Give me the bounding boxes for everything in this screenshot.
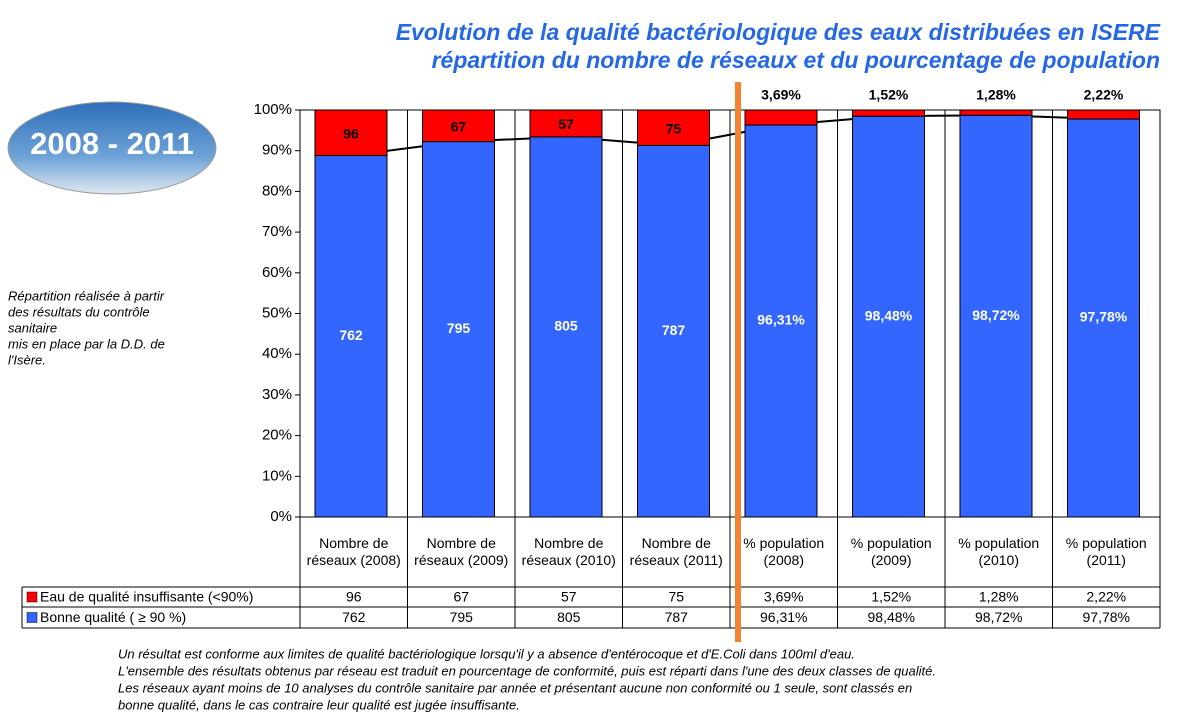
- category-cell: Nombre de réseaux (2011): [629, 535, 723, 568]
- table-value: 1,28%: [979, 589, 1019, 605]
- y-tick-label: 90%: [262, 142, 292, 159]
- x-tick-label: Nombre de réseaux (2010): [521, 535, 616, 568]
- table-value: 98,48%: [868, 609, 915, 625]
- bar-segment: [1067, 109, 1140, 120]
- legend-label: Bonne qualité ( ≥ 90 %): [40, 609, 186, 625]
- x-tick-label: % population (2009): [850, 535, 932, 568]
- bar-segment: [959, 109, 1033, 116]
- y-tick-label: 30%: [262, 386, 292, 403]
- value-label: 67: [451, 119, 467, 135]
- value-label: 75: [666, 120, 682, 136]
- value-label: 795: [447, 320, 471, 336]
- value-label: 98,72%: [972, 307, 1020, 323]
- side-note: mis en place par la D.D. de: [8, 336, 165, 351]
- x-tick-label: % population (2010): [958, 535, 1040, 568]
- value-label: 97,78%: [1080, 309, 1128, 325]
- y-tick-label: 60%: [262, 264, 292, 281]
- bar-segment: [744, 109, 818, 126]
- footnote: L'ensemble des résultats obtenus par rés…: [118, 663, 936, 678]
- chart-subtitle: répartition du nombre de réseaux et du p…: [432, 47, 1160, 73]
- category-cell: % population (2010): [958, 535, 1040, 568]
- legend-label: Eau de qualité insuffisante (<90%): [40, 589, 253, 605]
- legend-swatch: [26, 591, 38, 603]
- value-label: 96: [343, 125, 359, 141]
- value-label: 1,28%: [976, 87, 1016, 103]
- bar-segment: [637, 144, 710, 518]
- value-label: 762: [339, 327, 363, 343]
- bar-segment: [852, 109, 925, 117]
- table-value: 96: [346, 589, 362, 605]
- table-value: 3,69%: [764, 589, 804, 605]
- table-value: 762: [342, 609, 366, 625]
- category-cell: % population (2011): [1065, 535, 1147, 568]
- x-tick-label: Nombre de réseaux (2011): [629, 535, 723, 568]
- bar-segment: [314, 155, 388, 518]
- bar-segment: [959, 114, 1033, 518]
- footnote: bonne qualité, dans le cas contraire leu…: [118, 697, 520, 712]
- y-tick-label: 70%: [262, 223, 292, 240]
- side-note: l'Isère.: [8, 352, 46, 367]
- table-value: 67: [453, 589, 469, 605]
- chart-title: Evolution de la qualité bactériologique …: [396, 19, 1161, 45]
- y-tick-label: 50%: [262, 304, 292, 321]
- footnote: Un résultat est conforme aux limites de …: [118, 646, 855, 661]
- y-tick-label: 0%: [270, 508, 292, 525]
- value-label: 96,31%: [757, 312, 805, 328]
- bar-segment: [744, 124, 818, 518]
- badge-text: 2008 - 2011: [30, 126, 194, 161]
- table-value: 96,31%: [760, 609, 807, 625]
- table-value: 97,78%: [1083, 609, 1130, 625]
- bar-segment: [529, 109, 603, 138]
- footnote: Les réseaux ayant moins de 10 analyses d…: [118, 680, 912, 695]
- y-tick-label: 10%: [262, 467, 292, 484]
- side-note: sanitaire: [8, 320, 57, 335]
- value-label: 2,22%: [1084, 87, 1124, 103]
- bar-segment: [852, 115, 925, 518]
- badge-oval: [7, 101, 217, 195]
- value-label: 805: [554, 318, 578, 334]
- category-cell: % population (2009): [850, 535, 932, 568]
- x-tick-label: Nombre de réseaux (2009): [414, 535, 509, 568]
- legend-swatch: [26, 612, 38, 623]
- bar-segment: [314, 109, 388, 157]
- x-tick-label: Nombre de réseaux (2008): [306, 535, 401, 568]
- bar-segment: [1067, 118, 1140, 518]
- x-tick-label: % population (2008): [743, 535, 825, 568]
- bar-segment: [637, 109, 710, 146]
- table-value: 98,72%: [975, 609, 1022, 625]
- category-cell: Nombre de réseaux (2009): [414, 535, 509, 568]
- category-cell: Nombre de réseaux (2008): [306, 535, 401, 568]
- value-label: 57: [558, 116, 574, 132]
- y-tick-label: 80%: [262, 182, 292, 199]
- x-tick-label: % population (2011): [1065, 535, 1147, 568]
- side-note: des résultats du contrôle: [8, 304, 150, 319]
- bar-segment: [529, 136, 603, 518]
- table-value: 805: [557, 609, 581, 625]
- table-value: 75: [668, 589, 684, 605]
- y-tick-label: 20%: [262, 427, 292, 444]
- table-value: 2,22%: [1086, 589, 1126, 605]
- bar-segment: [422, 141, 495, 518]
- table-value: 787: [665, 609, 689, 625]
- side-note: Répartition réalisée à partir: [8, 288, 165, 303]
- table-value: 795: [450, 609, 474, 625]
- y-tick-label: 100%: [254, 101, 292, 118]
- value-label: 1,52%: [869, 87, 909, 103]
- value-label: 787: [662, 322, 686, 338]
- category-cell: % population (2008): [743, 535, 825, 568]
- table-value: 57: [561, 589, 577, 605]
- category-cell: Nombre de réseaux (2010): [521, 535, 616, 568]
- table-value: 1,52%: [871, 589, 911, 605]
- y-tick-label: 40%: [262, 345, 292, 362]
- bar-segment: [422, 109, 495, 143]
- value-label: 98,48%: [865, 307, 913, 323]
- value-label: 3,69%: [761, 87, 801, 103]
